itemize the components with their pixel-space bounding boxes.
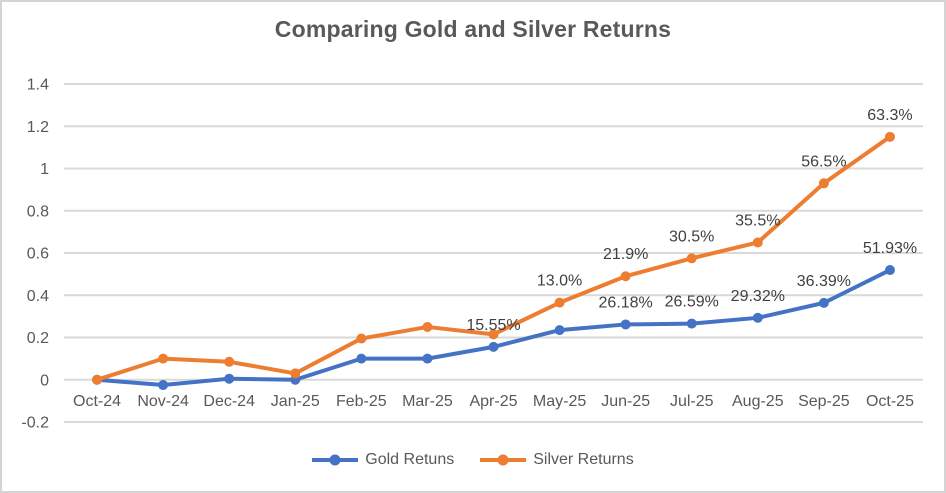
y-axis-tick-label: 1.4 [27,77,49,94]
y-axis-tick-label: 0.6 [27,246,49,263]
x-axis-tick-label: Feb-25 [336,393,387,410]
silver-returns-point[interactable] [92,374,103,385]
gold-retuns-point[interactable] [818,297,829,308]
gold-retuns-point[interactable] [488,341,499,352]
gold-retuns-data-label: 26.18% [599,294,653,311]
silver-returns-point[interactable] [752,237,763,248]
x-axis-tick-label: Oct-25 [866,393,914,410]
x-axis-tick-label: Nov-24 [137,393,189,410]
y-axis-tick-label: 0.8 [27,203,49,220]
y-axis-tick-label: -0.2 [21,415,49,432]
gold-retuns-point[interactable] [356,353,367,364]
silver-returns-point[interactable] [356,333,367,344]
silver-returns-point[interactable] [884,131,895,142]
silver-returns-point[interactable] [554,297,565,308]
legend-label-gold: Gold Retuns [365,451,455,468]
x-axis-tick-label: Dec-24 [203,393,255,410]
x-axis-tick-label: Jan-25 [271,393,320,410]
silver-returns-point[interactable] [686,253,697,264]
gold-series-line-marker-icon [312,454,359,466]
x-axis-tick-label: Jun-25 [601,393,650,410]
silver-returns-point[interactable] [620,271,631,282]
x-axis-tick-label: Sep-25 [798,393,850,410]
x-axis-tick-label: Mar-25 [402,393,453,410]
gold-retuns-point[interactable] [224,373,235,384]
gold-retuns-data-label: 51.93% [863,240,917,257]
silver-returns-point[interactable] [290,368,301,379]
silver-returns-data-label: 30.5% [669,228,714,245]
silver-returns-data-label: 35.5% [735,212,780,229]
x-axis-tick-label: May-25 [533,393,586,410]
silver-returns-point[interactable] [818,178,829,189]
silver-returns-data-label: 13.0% [537,273,582,290]
gold-retuns-point[interactable] [686,318,697,329]
gold-retuns-data-label: 29.32% [731,288,785,305]
chart-title: Comparing Gold and Silver Returns [274,16,672,42]
silver-returns-point[interactable] [422,321,433,332]
x-axis-tick-label: Apr-25 [469,393,517,410]
gold-retuns-point[interactable] [158,380,169,391]
x-axis-tick-label: Jul-25 [670,393,714,410]
silver-returns-data-label: 63.3% [867,107,912,124]
gold-retuns-point[interactable] [884,265,895,276]
legend-item-gold-retuns[interactable]: Gold Retuns [312,451,454,469]
gold-retuns-data-label: 26.59% [665,294,719,311]
x-axis-tick-label: Aug-25 [732,393,784,410]
y-axis-tick-label: 0 [40,372,49,389]
legend-label-silver: Silver Returns [533,451,634,468]
x-axis-tick-label: Oct-24 [73,393,121,410]
gold-retuns-data-label: 15.55% [466,317,520,334]
y-axis-tick-label: 0.4 [27,288,49,305]
legend: Gold Retuns Silver Returns [2,451,944,469]
gold-retuns-point[interactable] [554,325,565,336]
silver-returns-point[interactable] [488,329,499,340]
gold-retuns-data-label: 36.39% [797,273,851,290]
silver-returns-data-label: 56.5% [801,153,846,170]
legend-item-silver-returns[interactable]: Silver Returns [480,451,634,469]
y-axis-tick-label: 0.2 [27,330,49,347]
silver-returns-point[interactable] [158,353,169,364]
y-axis-tick-label: 1 [40,161,49,178]
y-axis-tick-label: 1.2 [27,119,49,136]
silver-returns-point[interactable] [224,356,235,367]
gold-retuns-point[interactable] [752,312,763,323]
gold-retuns-point[interactable] [422,353,433,364]
silver-series-line-marker-icon [480,454,527,466]
silver-returns-data-label: 21.9% [603,246,648,263]
gold-retuns-point[interactable] [620,319,631,330]
